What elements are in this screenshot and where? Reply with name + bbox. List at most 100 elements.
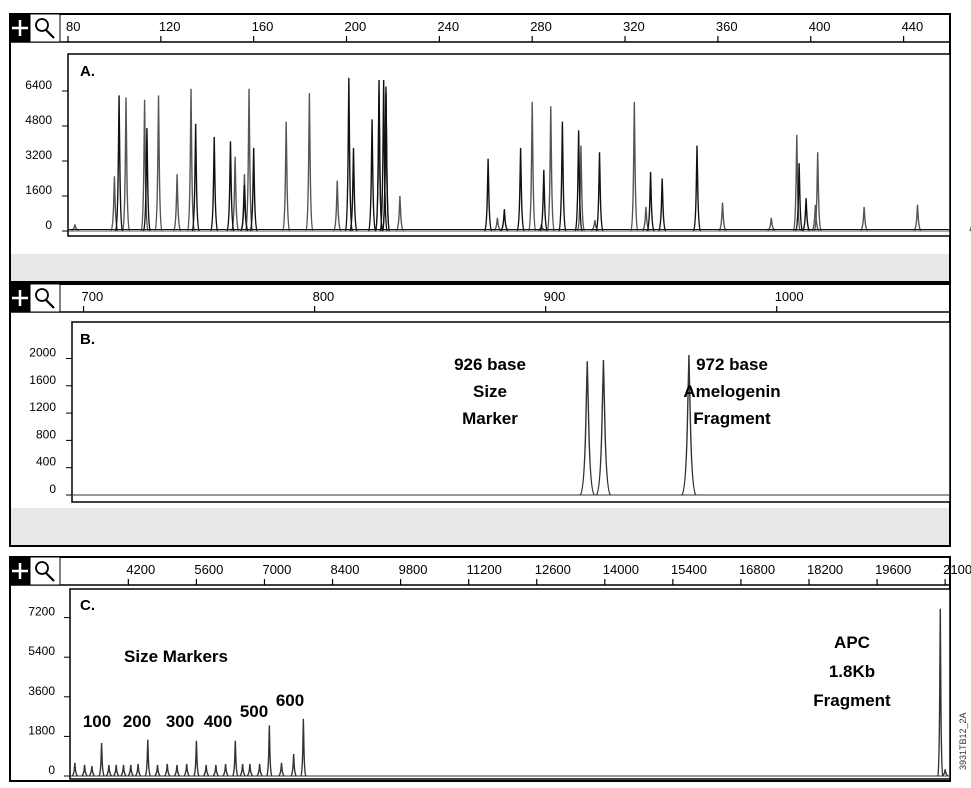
annotation-line: Fragment: [813, 691, 891, 710]
panel-b-y-axis: 2000 1600 1200 800 400 0: [29, 345, 72, 496]
magnifier-bg: [29, 556, 61, 586]
y-tick-label: 5400: [28, 644, 55, 658]
peak: [516, 147, 525, 232]
x-tick-label: 9800: [399, 562, 428, 577]
panel-a-zoom-button[interactable]: [29, 13, 61, 43]
x-tick-label: 14000: [603, 562, 639, 577]
peak: [212, 764, 219, 777]
peak: [282, 121, 291, 232]
panel-b-zoom-in-button[interactable]: [10, 284, 30, 312]
size-marker-400: 400: [204, 712, 232, 731]
panel-a-traces: [69, 77, 971, 232]
panel-a-zoom-in-button[interactable]: [10, 14, 30, 42]
y-tick-label: 6400: [25, 78, 52, 92]
series-trace: [71, 608, 949, 777]
x-tick-label: 11200: [467, 562, 502, 577]
peak: [300, 718, 307, 777]
annotation-line: Size: [473, 382, 507, 401]
y-tick-label: 4800: [25, 113, 52, 127]
magnifier-icon: [35, 288, 49, 302]
peak: [811, 204, 820, 232]
peak: [539, 169, 548, 232]
size-marker-200: 200: [123, 712, 151, 731]
annotation-amelogenin: 972 base Amelogenin Fragment: [683, 355, 780, 428]
size-marker-500: 500: [240, 702, 268, 721]
x-tick-label: 80: [66, 19, 80, 34]
y-tick-label: 3200: [25, 148, 52, 162]
x-tick-label: 360: [716, 19, 738, 34]
annotation-line: 1.8Kb: [829, 662, 875, 681]
x-tick-label: 15400: [671, 562, 707, 577]
x-tick-label: 16800: [739, 562, 775, 577]
peak: [718, 202, 727, 232]
peak: [246, 763, 254, 777]
peak: [579, 361, 596, 496]
size-marker-100: 100: [83, 712, 111, 731]
panel-b-bottom-band: [11, 508, 949, 545]
peak: [240, 185, 249, 232]
peak: [692, 145, 702, 232]
peak: [239, 763, 246, 777]
annotation-apc-fragment: APC 1.8Kb Fragment: [813, 633, 891, 710]
peak: [113, 764, 120, 777]
peak: [576, 145, 586, 232]
x-tick-label: 19600: [875, 562, 911, 577]
peak: [646, 171, 655, 232]
peak: [173, 764, 181, 777]
peak: [630, 101, 639, 232]
peak: [937, 608, 944, 777]
panel-b-zoom-button[interactable]: [29, 283, 61, 313]
peak: [528, 101, 537, 232]
peak: [395, 195, 405, 232]
magnifier-handle: [45, 299, 55, 309]
panel-c-label: C.: [80, 597, 95, 614]
peak: [249, 147, 258, 232]
panel-c-plot-area: [69, 588, 951, 780]
panel-b-x-axis: 700 800 900 1000: [82, 289, 804, 312]
plus-glyph: [12, 563, 28, 579]
x-tick-label: 8400: [331, 562, 360, 577]
peak: [71, 762, 79, 777]
magnifier-icon: [35, 561, 49, 575]
figure-code: 3931TB12_2A: [958, 712, 968, 770]
annotation-line: Amelogenin: [683, 382, 780, 401]
peak: [222, 763, 229, 777]
annotation-line: 926 base: [454, 355, 526, 374]
peak: [114, 95, 124, 232]
peak: [658, 178, 667, 232]
panel-c-zoom-button[interactable]: [29, 556, 61, 586]
panel-a: 80 120 160 200 240 280 320 360 400 440 6400 4800 32…: [9, 13, 971, 283]
panel-b-label: B.: [80, 331, 95, 348]
panel-b-plot-area: [71, 321, 951, 503]
peak: [154, 764, 161, 777]
y-tick-label: 7200: [28, 605, 55, 619]
x-tick-label: 400: [809, 19, 831, 34]
y-tick-label: 3600: [28, 684, 55, 698]
magnifier-bg: [29, 283, 61, 313]
peak: [121, 97, 131, 232]
size-marker-300: 300: [166, 712, 194, 731]
peak: [574, 130, 583, 232]
annotation-line: Fragment: [693, 409, 771, 428]
peak: [681, 355, 697, 496]
peak: [813, 152, 822, 232]
y-tick-label: 0: [48, 763, 55, 777]
panel-c-zoom-in-button[interactable]: [10, 557, 30, 585]
x-tick-label: 12600: [535, 562, 571, 577]
peak: [595, 152, 604, 232]
y-tick-label: 0: [45, 218, 52, 232]
x-tick-label: 160: [252, 19, 274, 34]
y-tick-label: 400: [36, 455, 56, 469]
panel-c-y-axis: 7200 5400 3600 1800 0: [28, 605, 70, 777]
peak: [172, 174, 182, 232]
peak: [127, 764, 134, 777]
y-tick-label: 1200: [29, 400, 56, 414]
size-marker-600: 600: [276, 691, 304, 710]
x-tick-label: 21000: [943, 562, 971, 577]
panel-c-traces: [71, 608, 949, 777]
peak: [792, 134, 801, 232]
peak: [202, 764, 210, 777]
peak: [105, 764, 113, 777]
peak: [290, 753, 297, 777]
